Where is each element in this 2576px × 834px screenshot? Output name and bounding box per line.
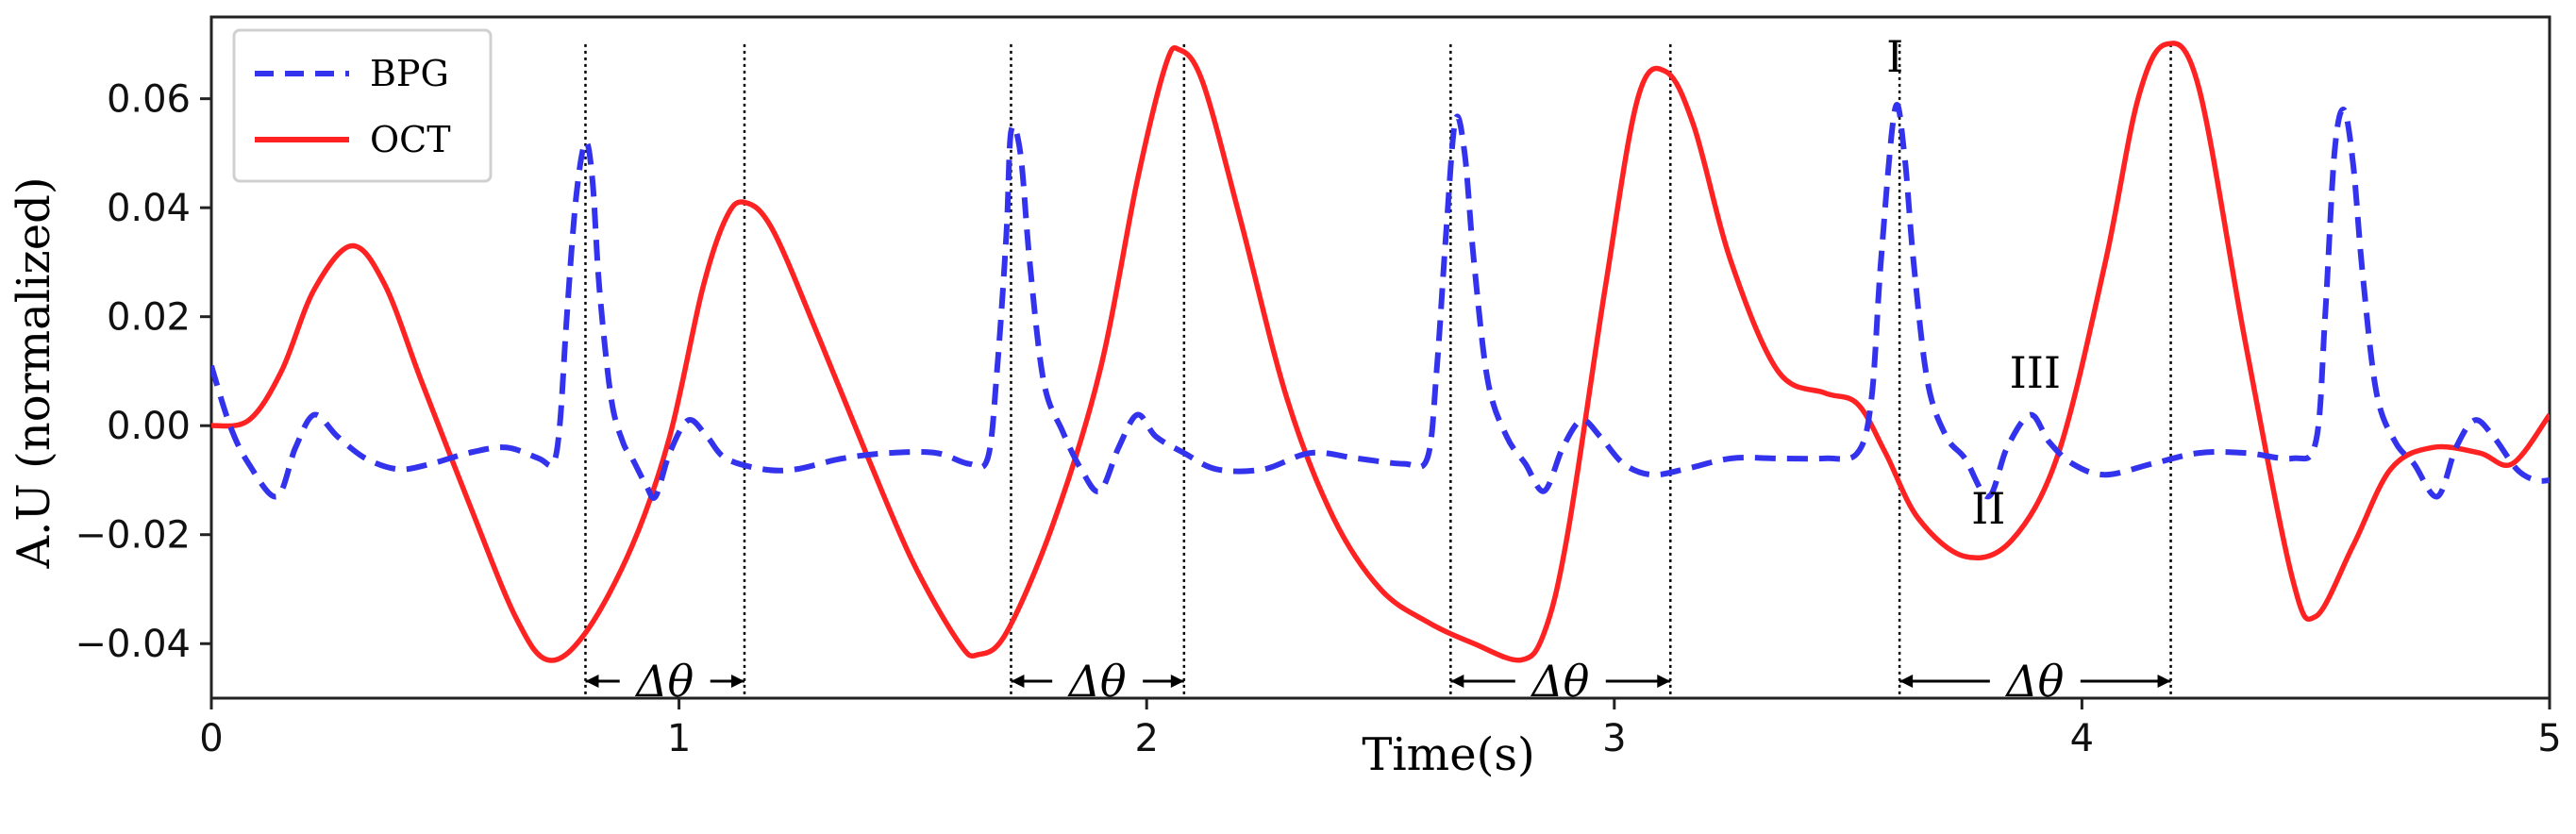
legend-label-bpg: BPG bbox=[370, 53, 449, 94]
x-tick-label: 3 bbox=[1602, 717, 1626, 760]
annotation-ii: II bbox=[1971, 483, 2005, 534]
x-tick-label: 5 bbox=[2537, 717, 2561, 760]
delta-arrowhead-left-4 bbox=[1899, 675, 1914, 688]
legend: BPG OCT bbox=[232, 28, 493, 183]
y-tick-label: 0.04 bbox=[107, 187, 191, 230]
y-tick-label: 0.00 bbox=[107, 405, 191, 448]
delta-theta-label-3: Δθ bbox=[1530, 656, 1589, 707]
delta-arrowhead-left-1 bbox=[585, 675, 599, 688]
y-tick-label: −0.02 bbox=[75, 514, 191, 558]
delta-theta-label-2: Δθ bbox=[1067, 656, 1127, 707]
x-tick-label: 2 bbox=[1134, 717, 1158, 760]
y-tick-label: −0.04 bbox=[75, 623, 191, 666]
annotation-iii: III bbox=[2010, 347, 2062, 398]
delta-arrowhead-left-3 bbox=[1450, 675, 1464, 688]
delta-arrowhead-right-4 bbox=[2157, 675, 2171, 688]
delta-arrowhead-right-2 bbox=[1170, 675, 1184, 688]
plot-frame bbox=[209, 15, 2551, 700]
x-axis-label: Time(s) bbox=[1362, 728, 1534, 781]
delta-theta-label-1: Δθ bbox=[634, 656, 694, 707]
y-tick-label: 0.02 bbox=[107, 296, 191, 340]
x-tick-label: 0 bbox=[199, 717, 223, 760]
x-tick-label: 4 bbox=[2070, 717, 2094, 760]
y-axis-label: A.U (normalized) bbox=[8, 176, 60, 569]
delta-arrowhead-right-1 bbox=[730, 675, 744, 688]
delta-arrowhead-left-2 bbox=[1011, 675, 1025, 688]
delta-arrowhead-right-3 bbox=[1657, 675, 1671, 688]
legend-box bbox=[232, 28, 493, 183]
y-tick-label: 0.06 bbox=[107, 78, 191, 122]
x-tick-label: 1 bbox=[667, 717, 691, 760]
series-line-bpg bbox=[211, 102, 2550, 501]
series-line-oct bbox=[211, 41, 2550, 663]
annotation-i: I bbox=[1886, 31, 1903, 82]
delta-theta-label-4: Δθ bbox=[2004, 656, 2064, 707]
legend-label-oct: OCT bbox=[370, 119, 451, 160]
